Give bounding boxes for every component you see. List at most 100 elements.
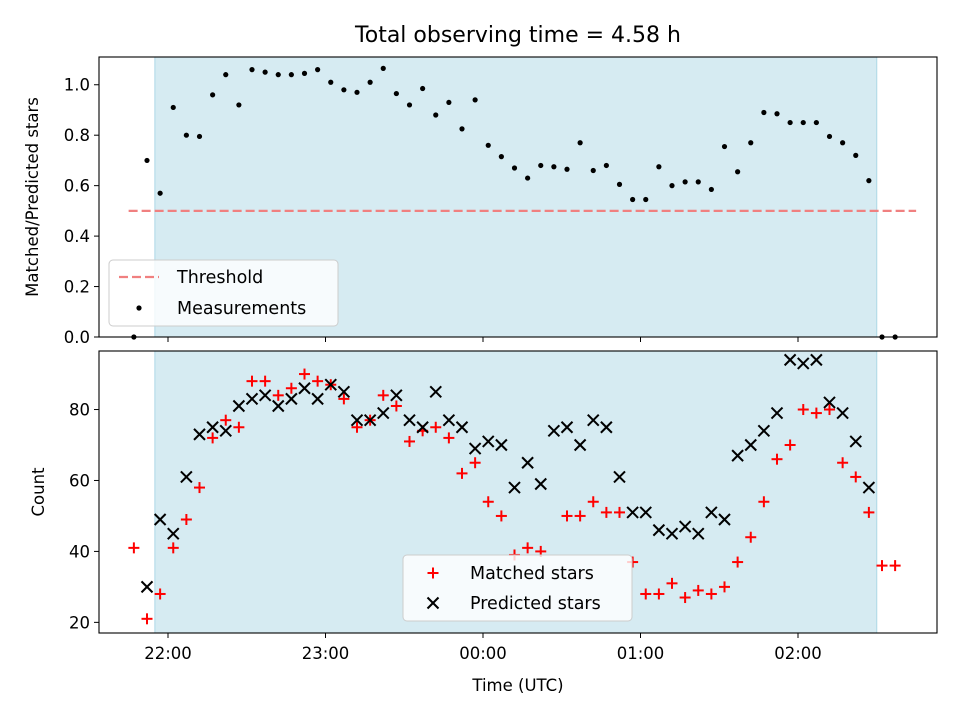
- measurement-point: [328, 79, 334, 85]
- measurement-point: [616, 181, 623, 187]
- measurement-point: [735, 169, 741, 175]
- ratio-x-ticks: [167, 337, 799, 342]
- matched-star-point: [889, 560, 901, 572]
- matched-star-point: [312, 375, 324, 387]
- legend-predicted-label: Predicted stars: [470, 594, 601, 614]
- measurement-point: [840, 140, 846, 146]
- predicted-star-point: [862, 481, 876, 494]
- matched-star-point: [299, 368, 310, 380]
- legend-matched-label: Matched stars: [470, 564, 594, 584]
- matched-star-point: [285, 382, 297, 394]
- measurement-point: [630, 196, 636, 203]
- predicted-star-point: [639, 506, 652, 519]
- measurement-point: [511, 165, 518, 171]
- count-y-axis-label: Count: [29, 467, 48, 517]
- measurement-point: [170, 104, 176, 111]
- matched-star-point: [180, 513, 192, 525]
- predicted-star-point: [573, 438, 587, 452]
- matched-star-point: [430, 421, 442, 433]
- measurement-point: [183, 132, 189, 138]
- measurement-point: [774, 111, 780, 117]
- matched-star-point: [246, 375, 258, 387]
- ratio-axes-frame: [98, 56, 938, 338]
- predicted-star-point: [547, 424, 561, 438]
- measurement-point: [853, 152, 859, 158]
- predicted-star-point: [258, 389, 272, 402]
- predicted-star-point: [587, 413, 600, 427]
- matched-star-point: [561, 510, 573, 522]
- legend-threshold-label: Threshold: [176, 268, 263, 288]
- predicted-star-point: [298, 382, 311, 395]
- measurement-point: [236, 102, 242, 108]
- matched-star-point: [784, 439, 796, 451]
- legend-measurements-swatch: [136, 305, 142, 311]
- count-legend: Matched stars Predicted stars: [402, 554, 633, 622]
- measurement-point: [446, 99, 452, 106]
- predicted-star-point: [416, 421, 429, 434]
- matched-star-point: [837, 457, 849, 469]
- measurement-point: [748, 140, 754, 146]
- measurement-point: [288, 72, 294, 78]
- predicted-star-point: [350, 413, 364, 427]
- y-tick-label: 0.6: [64, 177, 90, 196]
- matched-star-point: [810, 407, 822, 419]
- legend-cross-marker: [426, 596, 440, 610]
- predicted-star-point: [180, 470, 193, 484]
- predicted-star-point: [600, 421, 613, 434]
- matched-star-point: [390, 400, 402, 412]
- count-y-ticks: 20 40 60 80: [69, 401, 99, 632]
- matched-star-point: [469, 457, 481, 469]
- ratio-legend: Threshold Measurements: [108, 259, 339, 327]
- predicted-star-point: [613, 470, 626, 484]
- predicted-stars-points: [140, 353, 876, 594]
- legend-predicted-swatch: [426, 596, 440, 610]
- predicted-star-point: [429, 385, 442, 398]
- predicted-star-point: [626, 506, 639, 519]
- measurement-point: [708, 186, 714, 193]
- x-tick-label: 00:00: [459, 644, 507, 663]
- measurement-point: [367, 79, 373, 85]
- measurement-point: [341, 87, 347, 93]
- matched-star-point: [732, 556, 744, 568]
- measurement-point: [485, 142, 491, 148]
- measurement-point: [498, 154, 504, 160]
- matched-star-point: [167, 542, 179, 554]
- y-tick-label: 1.0: [64, 76, 90, 95]
- matched-stars-points: [128, 368, 901, 625]
- legend-matched-swatch: [427, 567, 439, 579]
- measurement-point: [406, 102, 413, 108]
- predicted-star-point: [692, 527, 705, 540]
- matched-star-point: [259, 375, 271, 387]
- measurement-point: [472, 97, 478, 103]
- predicted-star-point: [757, 424, 771, 438]
- predicted-star-point: [705, 506, 718, 519]
- measurement-point: [538, 162, 544, 169]
- y-tick-label: 0.0: [64, 328, 90, 347]
- measurement-point: [315, 67, 321, 73]
- measurement-point: [275, 72, 281, 78]
- predicted-star-point: [665, 527, 679, 540]
- measurement-point: [393, 90, 399, 97]
- matched-star-point: [863, 506, 875, 518]
- measurement-point: [157, 190, 163, 196]
- matched-star-point: [443, 432, 455, 444]
- ratio-panel: 0.0 0.2 0.4 0.6 0.8 1.0 Matched/Predicted sta…: [23, 56, 938, 347]
- predicted-star-point: [678, 520, 692, 533]
- count-legend-box: [402, 554, 633, 622]
- predicted-star-point: [140, 580, 154, 594]
- count-x-ticks: 22:00 23:00 00:00 01:00 02:00: [144, 633, 822, 663]
- predicted-star-point: [272, 399, 285, 413]
- measurement-point: [551, 164, 557, 170]
- measurement-point: [721, 143, 728, 150]
- matched-star-point: [692, 584, 704, 596]
- x-tick-label: 22:00: [144, 644, 192, 663]
- matched-star-point: [404, 435, 415, 447]
- measurement-point: [826, 133, 833, 140]
- predicted-star-point: [403, 413, 416, 427]
- measurement-point: [866, 178, 872, 184]
- y-tick-label: 20: [69, 613, 90, 632]
- matched-star-point: [640, 588, 652, 600]
- measurement-point: [656, 164, 662, 170]
- predicted-star-point: [377, 406, 390, 420]
